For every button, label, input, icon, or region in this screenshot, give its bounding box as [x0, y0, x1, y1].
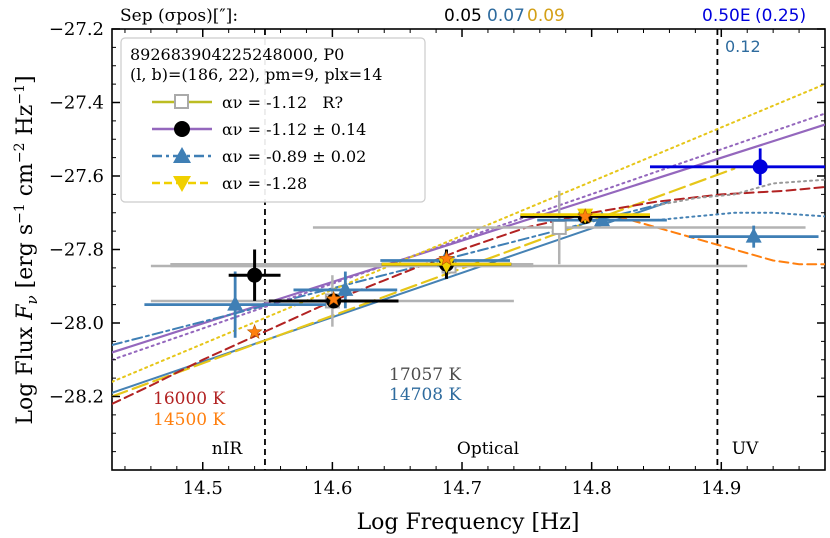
steelblue-triangles-3-marker: [594, 211, 611, 227]
separation-value-uv-err: (0.25): [755, 6, 806, 26]
legend-triangle-up-marker: [173, 147, 191, 163]
legend-title-coords: (l, b)=(186, 22), pm=9, plx=14: [130, 65, 382, 84]
legend-entry-purple: αν = -1.12 ± 0.14: [222, 120, 366, 139]
separation-header-label: Sep (σpos)[″]:: [120, 6, 238, 26]
legend-circle-marker: [174, 121, 190, 137]
x-tick-label-0: 14.5: [183, 478, 223, 499]
x-tick-label-3: 14.8: [572, 478, 612, 499]
temperature-label-16000: 16000 K: [153, 389, 225, 409]
y-tick-label-4: −28.0: [49, 313, 104, 334]
orange-stars-3-marker: [577, 208, 594, 224]
legend: 892683904225248000, P0 (l, b)=(186, 22),…: [120, 37, 426, 203]
band-label-optical: Optical: [457, 439, 519, 459]
steelblue-triangles-0-marker: [227, 295, 244, 311]
x-tick-label-1: 14.6: [312, 478, 352, 499]
legend-entry-gold: αν = -1.28: [222, 174, 307, 193]
red-dashed-model: [112, 186, 825, 405]
gold-fit: [112, 167, 736, 398]
uv-separation-label: 0.12: [725, 37, 761, 56]
y-tick-label-5: −28.2: [49, 387, 104, 408]
temperature-label-14500: 14500 K: [153, 410, 225, 430]
orange-stars-2-marker: [438, 250, 455, 266]
x-tick-label-4: 14.9: [701, 478, 741, 499]
temperature-label-17057: 17057 K: [389, 365, 461, 385]
orange-stars-0-marker: [246, 323, 263, 339]
separation-value-gold: 0.09: [527, 6, 565, 26]
blue-dashdot-fit: [112, 200, 671, 346]
x-tick-label-2: 14.7: [442, 478, 482, 499]
orange-stars-1-marker: [325, 290, 342, 306]
legend-open-square-marker: [174, 94, 189, 109]
legend-title-source: 892683904225248000, P0: [130, 45, 344, 64]
steelblue-dotted-model: [655, 211, 825, 222]
y-tick-label-0: −27.2: [49, 19, 104, 40]
gold-triangles-0-marker: [438, 258, 455, 274]
gray-point-2-marker: [551, 219, 567, 235]
y-tick-label-1: −27.4: [49, 93, 104, 114]
legend-entry-steelblue: αν = -0.89 ± 0.02: [222, 147, 366, 166]
separation-value-black: 0.05: [444, 6, 482, 26]
legend-box: [120, 37, 426, 203]
separation-value-uv: 0.50E: [702, 6, 751, 26]
legend-triangle-down-marker: [173, 176, 191, 192]
black-circles-0-marker: [247, 267, 263, 283]
steelblue-triangles-1-marker: [337, 280, 354, 296]
y-axis-label: Log Flux Fν [erg s−1 cm−2 Hz−1]: [12, 75, 41, 424]
band-label-uv: UV: [732, 439, 759, 459]
y-tick-label-3: −27.8: [49, 240, 104, 261]
steelblue-fit: [112, 200, 671, 394]
gray-dotted-model: [655, 178, 825, 207]
x-axis-label: Log Frequency [Hz]: [357, 510, 580, 535]
band-label-nir: nIR: [212, 439, 244, 459]
gold-dotted-extension: [112, 83, 825, 383]
steelblue-triangles-4-marker: [745, 227, 762, 243]
blue-uv-point-0-marker: [752, 159, 768, 175]
purple-dotted-extension: [112, 112, 825, 361]
orange-dashed-model: [616, 215, 825, 266]
separation-value-steelblue: 0.07: [487, 6, 525, 26]
y-tick-label-2: −27.6: [49, 166, 104, 187]
legend-entry-r: αν = -1.12 R?: [222, 93, 343, 112]
temperature-label-14708: 14708 K: [389, 385, 461, 405]
